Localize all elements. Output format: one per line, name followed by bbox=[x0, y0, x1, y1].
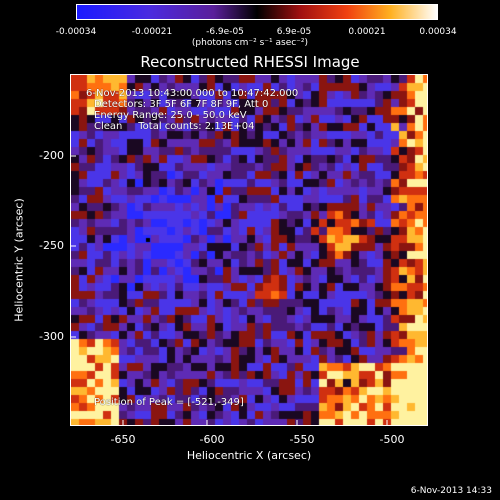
y-tick-label: -300 bbox=[39, 330, 64, 343]
x-axis-label: Heliocentric X (arcsec) bbox=[186, 449, 312, 462]
colorbar bbox=[76, 4, 438, 20]
colorbar-tick-label: 0.00034 bbox=[419, 27, 457, 37]
footer-date: 6-Nov-2013 14:33 bbox=[410, 486, 492, 496]
peak-position-label: Position of Peak = [-521,-349] bbox=[94, 397, 244, 408]
colorbar-tick-label: -0.00021 bbox=[131, 27, 173, 37]
colorbar-tick-label: -0.00034 bbox=[55, 27, 97, 37]
x-tick-label: -500 bbox=[379, 433, 405, 446]
colorbar-tick-label: -6.9e-05 bbox=[206, 27, 244, 37]
y-tick-label: -200 bbox=[39, 149, 64, 162]
x-tick-label: -550 bbox=[289, 433, 315, 446]
x-tick-label: -650 bbox=[110, 433, 136, 446]
time-range-label: 6-Nov-2013 10:43:00.000 to 10:47:42.000 bbox=[86, 88, 299, 99]
plot-frame bbox=[70, 74, 428, 426]
energy-range-label: Energy Range: 25.0 - 50.0 keV bbox=[94, 110, 247, 121]
y-tick-label: -250 bbox=[39, 239, 64, 252]
clean-counts-label: Clean Total counts: 2.13E+04 bbox=[94, 121, 255, 132]
rhessi-image bbox=[71, 75, 427, 425]
detectors-label: Detectors: 3F 5F 6F 7F 8F 9F, Att 0 bbox=[94, 99, 269, 110]
plot-title: Reconstructed RHESSI Image bbox=[140, 53, 360, 71]
y-axis-label: Heliocentric Y (arcsec) bbox=[12, 198, 26, 322]
colorbar-tick-label: 0.00021 bbox=[348, 27, 386, 37]
colorbar-ticks: -0.00034 -0.00021 -6.9e-05 6.9e-05 0.000… bbox=[0, 0, 500, 40]
colorbar-tick-label: 6.9e-05 bbox=[276, 27, 312, 37]
colorbar-units: (photons cm⁻² s⁻¹ asec⁻²) bbox=[191, 38, 309, 48]
x-tick-label: -600 bbox=[199, 433, 225, 446]
